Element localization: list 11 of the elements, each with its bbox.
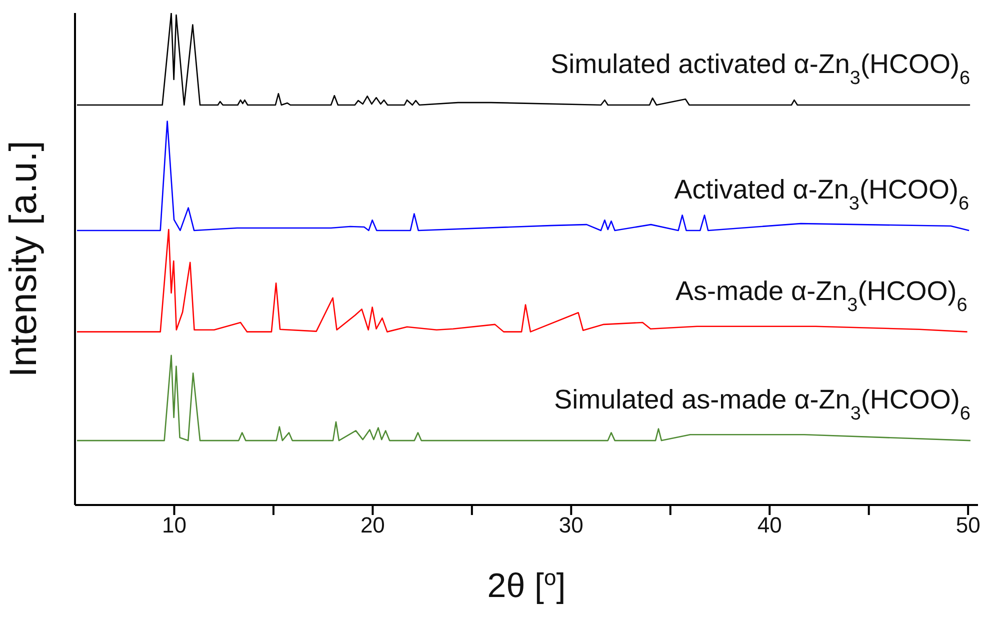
series-label: As-made α-Zn$_{3}$(HCOO)$_{6}$	[675, 276, 968, 316]
x-tick-label: 30	[558, 512, 584, 538]
x-tick-label: 10	[162, 512, 186, 538]
x-axis-title: 2θ [$^{o}$]	[487, 564, 566, 605]
series-label: Simulated as-made α-Zn$_{3}$(HCOO)$_{6}$	[554, 384, 970, 424]
x-tick-label: 50	[956, 512, 980, 538]
x-tick-label: 40	[757, 512, 782, 538]
series-label: Simulated activated α-Zn$_{3}$(HCOO)$_{6}$	[550, 49, 970, 89]
y-axis-title: Intensity [a.u.]	[3, 140, 45, 378]
x-tick-label: 20	[360, 512, 385, 538]
series-label: Activated α-Zn$_{3}$(HCOO)$_{6}$	[674, 174, 970, 214]
